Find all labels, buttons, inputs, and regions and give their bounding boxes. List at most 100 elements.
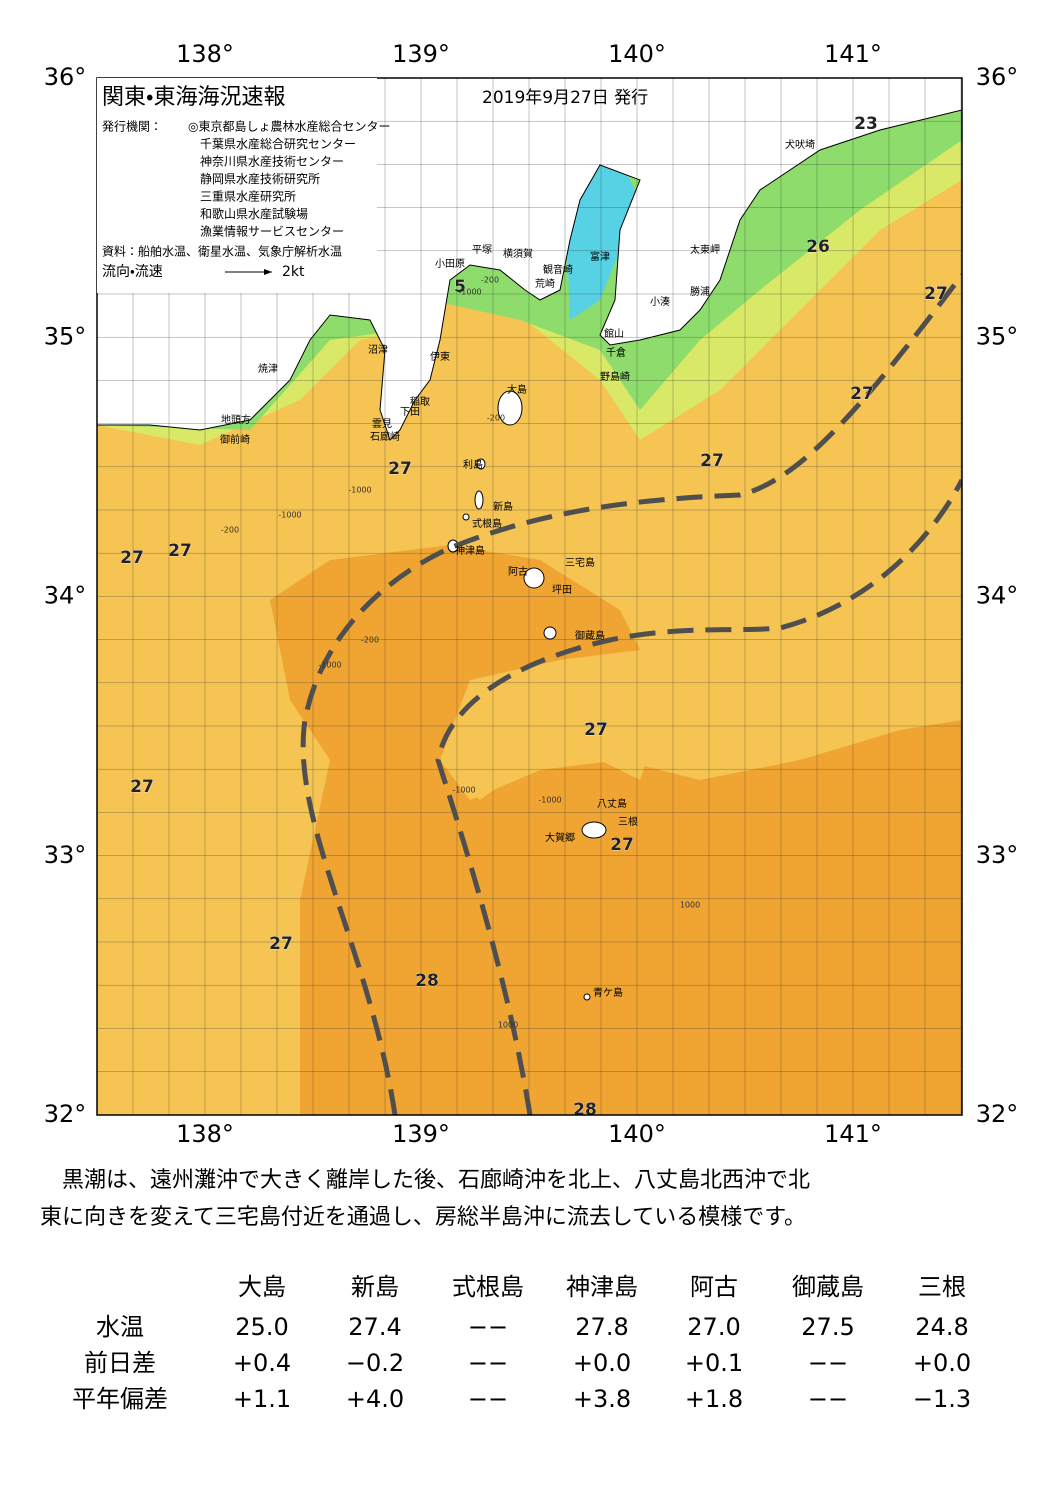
depth-label: -1000 xyxy=(318,661,341,670)
place-name: 三根 xyxy=(618,815,638,828)
depth-label: -200 xyxy=(361,636,379,645)
place-name: 青ケ島 xyxy=(593,986,623,999)
issuer: 静岡県水産技術研究所 xyxy=(200,171,320,186)
issuer-label: 発行機関： xyxy=(102,120,162,134)
depth-label: -1000 xyxy=(348,486,371,495)
table-cell: 24.8 xyxy=(915,1313,968,1341)
temperature-label: 5 xyxy=(454,277,466,297)
island xyxy=(581,821,607,839)
place-name: 荒崎 xyxy=(535,277,555,290)
row-header: 平年偏差 xyxy=(72,1385,168,1413)
column-header: 神津島 xyxy=(566,1273,638,1301)
island xyxy=(523,567,545,589)
place-name: 小湊 xyxy=(650,295,670,308)
islands xyxy=(447,390,607,1001)
place-name: 館山 xyxy=(604,327,624,340)
kuroshio-path xyxy=(435,478,962,1115)
issuer: 和歌山県水産試験場 xyxy=(200,206,308,221)
lon-label: 138° xyxy=(176,40,234,68)
lat-label: 33° xyxy=(44,841,87,869)
temperature-label: 27 xyxy=(168,541,192,561)
table-cell: +1.8 xyxy=(685,1385,743,1413)
place-name: 稲取 xyxy=(410,396,430,408)
island xyxy=(543,626,557,640)
column-header: 三根 xyxy=(918,1273,966,1301)
lon-label: 140° xyxy=(608,1120,666,1148)
place-name: 富津 xyxy=(590,250,610,263)
column-header: 阿古 xyxy=(690,1273,738,1301)
legend-arrow-head xyxy=(264,269,272,275)
depth-label: -1000 xyxy=(458,288,481,297)
table-cell: −− xyxy=(468,1313,508,1341)
place-name: 神津島 xyxy=(455,544,485,557)
issuer: ◎東京都島しょ農林水産総合センター xyxy=(188,119,390,134)
lat-label: 32° xyxy=(976,1100,1019,1128)
lat-label: 33° xyxy=(976,841,1019,869)
lat-label: 35° xyxy=(44,322,87,350)
column-header: 御蔵島 xyxy=(792,1273,864,1301)
depth-label: -200 xyxy=(221,526,239,535)
temperature-label: 27 xyxy=(130,777,154,797)
place-name: 大島 xyxy=(507,383,527,396)
temperature-label: 27 xyxy=(388,459,412,479)
place-name: 御前崎 xyxy=(220,433,250,446)
issuer: 千葉県水産総合研究センター xyxy=(200,136,356,151)
table-cell: −0.2 xyxy=(346,1349,404,1377)
place-name: 式根島 xyxy=(472,517,502,530)
lat-label: 36° xyxy=(976,63,1019,91)
depth-label: -200 xyxy=(481,276,499,285)
place-name: 坪田 xyxy=(552,583,572,596)
temperature-label: 27 xyxy=(269,934,293,954)
table-cell: +0.0 xyxy=(913,1349,971,1377)
table-cell: −− xyxy=(468,1349,508,1377)
table-cell: −− xyxy=(808,1349,848,1377)
lon-label: 141° xyxy=(824,1120,882,1148)
title: 関東・東海海況速報 xyxy=(102,85,285,110)
depth-label: 1000 xyxy=(680,901,700,910)
table-cell: 27.0 xyxy=(687,1313,740,1341)
place-name: 大賀郷 xyxy=(545,831,575,844)
place-name: 地頭方 xyxy=(221,413,251,426)
island xyxy=(583,993,591,1001)
island xyxy=(497,390,523,426)
depth-label: -1000 xyxy=(538,796,561,805)
temperature-label: 27 xyxy=(584,720,608,740)
temperature-label: 26 xyxy=(806,237,830,257)
place-name: 八丈島 xyxy=(597,797,627,810)
place-name: 雲見 xyxy=(372,418,392,430)
lat-label: 35° xyxy=(976,322,1019,350)
table-cell: +0.0 xyxy=(573,1349,631,1377)
kuroshio xyxy=(300,273,962,1115)
place-name: 沼津 xyxy=(368,343,388,356)
legend-scale: 2kt xyxy=(282,264,305,280)
place-name: 御蔵島 xyxy=(575,629,605,642)
lon-label: 139° xyxy=(392,40,450,68)
lat-label: 32° xyxy=(44,1100,87,1128)
column-header: 新島 xyxy=(351,1273,399,1301)
header-box xyxy=(97,78,377,293)
place-name: 横須賀 xyxy=(503,247,533,260)
place-name: 利島 xyxy=(463,458,483,471)
place-name: 伊東 xyxy=(430,350,450,363)
lon-label: 139° xyxy=(392,1120,450,1148)
table-cell: +0.1 xyxy=(685,1349,743,1377)
depth-label: -1000 xyxy=(278,511,301,520)
place-name: 勝浦 xyxy=(690,285,710,298)
lat-label: 34° xyxy=(44,582,87,610)
place-name: 犬吠埼 xyxy=(785,138,815,151)
place-name: 石廊崎 xyxy=(370,430,400,443)
place-name: 焼津 xyxy=(258,363,278,375)
place-name: 下田 xyxy=(400,407,420,418)
place-name: 千倉 xyxy=(606,347,626,359)
column-header: 式根島 xyxy=(452,1273,524,1301)
place-name: 阿古 xyxy=(508,565,528,578)
table-cell: 27.8 xyxy=(575,1313,628,1341)
table-cell: 27.4 xyxy=(348,1313,401,1341)
table-cell: +1.1 xyxy=(233,1385,291,1413)
column-header: 大島 xyxy=(238,1273,286,1301)
table-cell: +3.8 xyxy=(573,1385,631,1413)
